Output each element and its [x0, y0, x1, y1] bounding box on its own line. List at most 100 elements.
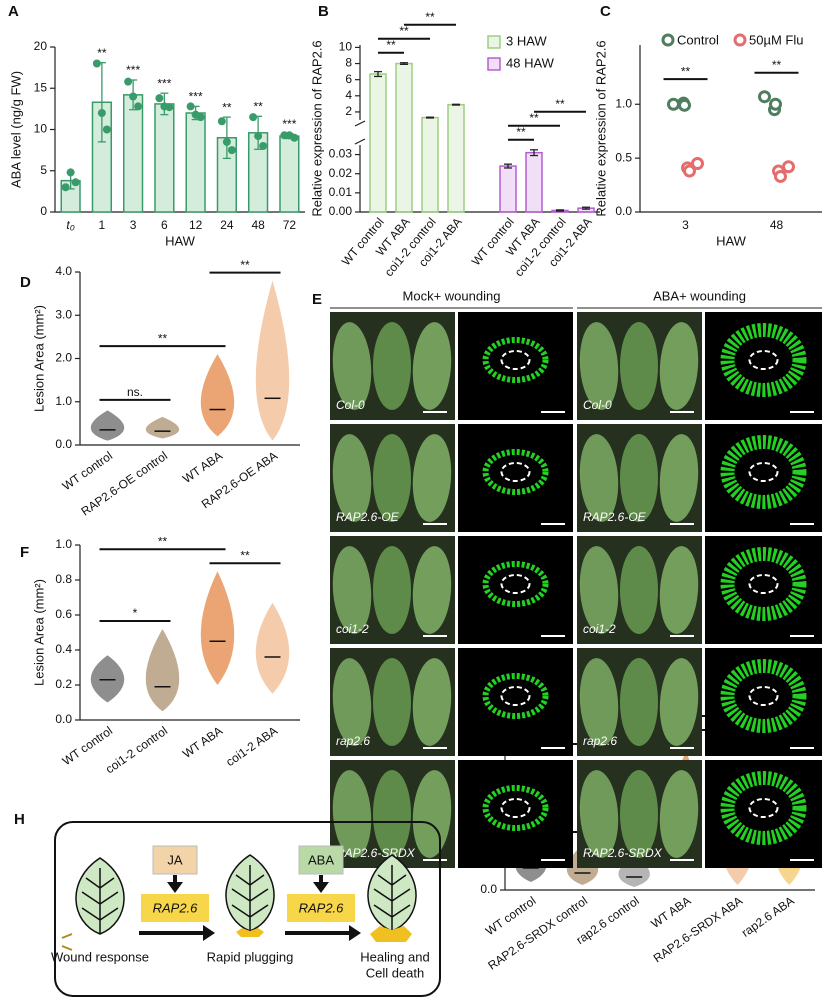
wound-outline — [500, 798, 531, 818]
fluorescence — [720, 323, 807, 397]
leaf-veins — [81, 868, 119, 934]
wound-outline — [500, 574, 531, 594]
fluorescence — [720, 659, 807, 733]
photo — [458, 536, 573, 644]
data-point — [134, 102, 143, 111]
leaf — [373, 434, 411, 522]
photo: coi1-2 — [330, 536, 455, 644]
legend-swatch — [487, 57, 501, 71]
significance-label: ** — [516, 125, 526, 139]
wound-outline — [748, 350, 779, 370]
x-axis-label: HAW — [165, 233, 196, 248]
data-point — [678, 98, 691, 112]
data-swarm — [145, 416, 180, 439]
leaf — [332, 546, 372, 634]
data-point — [683, 164, 696, 178]
data-point — [259, 142, 268, 150]
y-tick-label: 0.2 — [55, 677, 72, 691]
data-swarm — [90, 655, 125, 703]
data-point — [217, 117, 226, 126]
photo: Col-0 — [330, 312, 455, 420]
leaf-veins — [231, 865, 269, 931]
legend-label: Control — [677, 32, 719, 47]
leaf-veins — [373, 865, 411, 931]
photo: RAP2.6-OE — [330, 424, 455, 532]
fluorescence — [482, 449, 549, 495]
leaf — [659, 546, 699, 634]
x-tick-label: WT ABA — [180, 724, 225, 761]
hormone-box — [152, 845, 198, 875]
data-point — [191, 110, 200, 119]
hormone-label: JA — [167, 852, 183, 867]
y-tick-label: 4 — [345, 88, 352, 102]
wound-outline — [500, 350, 531, 370]
y-tick-label: 0.5 — [615, 150, 632, 164]
significance-label: ** — [529, 111, 539, 125]
y-axis-label: Lesion Area (mm²) — [31, 579, 46, 686]
significance-label: ** — [158, 534, 168, 548]
photo — [458, 424, 573, 532]
leaf — [620, 546, 658, 634]
data-point — [758, 90, 771, 104]
x-tick-label: WT ABA — [180, 449, 225, 486]
y-tick-label: 0.0 — [480, 882, 497, 896]
genotype-label: rap2.6 — [583, 734, 617, 748]
y-tick-label: 1.0 — [55, 394, 72, 408]
x-axis-label: HAW — [716, 233, 747, 248]
x-tick-label: 48 — [251, 218, 265, 232]
panel-letter: C — [600, 3, 611, 20]
x-tick-label: 12 — [189, 218, 203, 232]
model-frame — [54, 821, 441, 997]
photo-bg — [458, 424, 573, 532]
data-swarm — [255, 602, 290, 694]
x-tick-label: RAP2.6-SRDX ABA — [651, 894, 745, 966]
leaf — [373, 770, 411, 858]
data-point — [155, 94, 164, 103]
x-tick-label: 48 — [770, 218, 784, 232]
y-axis-label: Lesion Area (mm²) — [31, 305, 46, 412]
data-point — [227, 146, 236, 155]
panel-letter: B — [318, 3, 329, 20]
bar — [123, 94, 144, 213]
leaf — [412, 322, 452, 410]
x-tick-label: 72 — [283, 218, 297, 232]
bar — [421, 116, 439, 213]
genotype-label: RAP2.6-SRDX — [336, 846, 416, 860]
y-tick-label: 6 — [345, 72, 352, 86]
gene-label: RAP2.6 — [153, 900, 199, 915]
photo — [705, 424, 822, 532]
axis-break — [354, 120, 366, 127]
data-point — [124, 77, 133, 86]
photo-bg — [458, 536, 573, 644]
x-tick-label: 3 — [682, 218, 689, 232]
gene-box — [287, 894, 355, 922]
scissors — [61, 933, 73, 951]
photo-bg — [458, 648, 573, 756]
bar — [369, 73, 387, 213]
wound-outline — [500, 462, 531, 482]
data-swarm — [200, 354, 235, 437]
plug — [236, 928, 264, 937]
legend-swatch — [487, 35, 501, 49]
fluorescence — [720, 771, 807, 845]
y-tick-label: 2 — [345, 104, 352, 118]
photo-bg — [458, 760, 573, 868]
legend-label: 50µM Flu — [749, 32, 803, 47]
significance-label: ** — [97, 46, 107, 60]
data-point — [782, 160, 795, 174]
significance-label: ** — [425, 10, 435, 24]
leaf — [412, 546, 452, 634]
leaf — [579, 658, 619, 746]
data-point — [66, 168, 75, 177]
wound-outline — [748, 462, 779, 482]
leaf — [620, 658, 658, 746]
leaf — [620, 434, 658, 522]
column-header: Mock+ wounding — [403, 288, 501, 303]
leaf — [659, 770, 699, 858]
bar — [525, 151, 543, 213]
significance-label: ** — [240, 548, 250, 562]
x-tick-label: 6 — [161, 218, 168, 232]
photo: rap2.6 — [577, 648, 702, 756]
bar — [154, 103, 175, 213]
fluorescence — [482, 337, 549, 383]
